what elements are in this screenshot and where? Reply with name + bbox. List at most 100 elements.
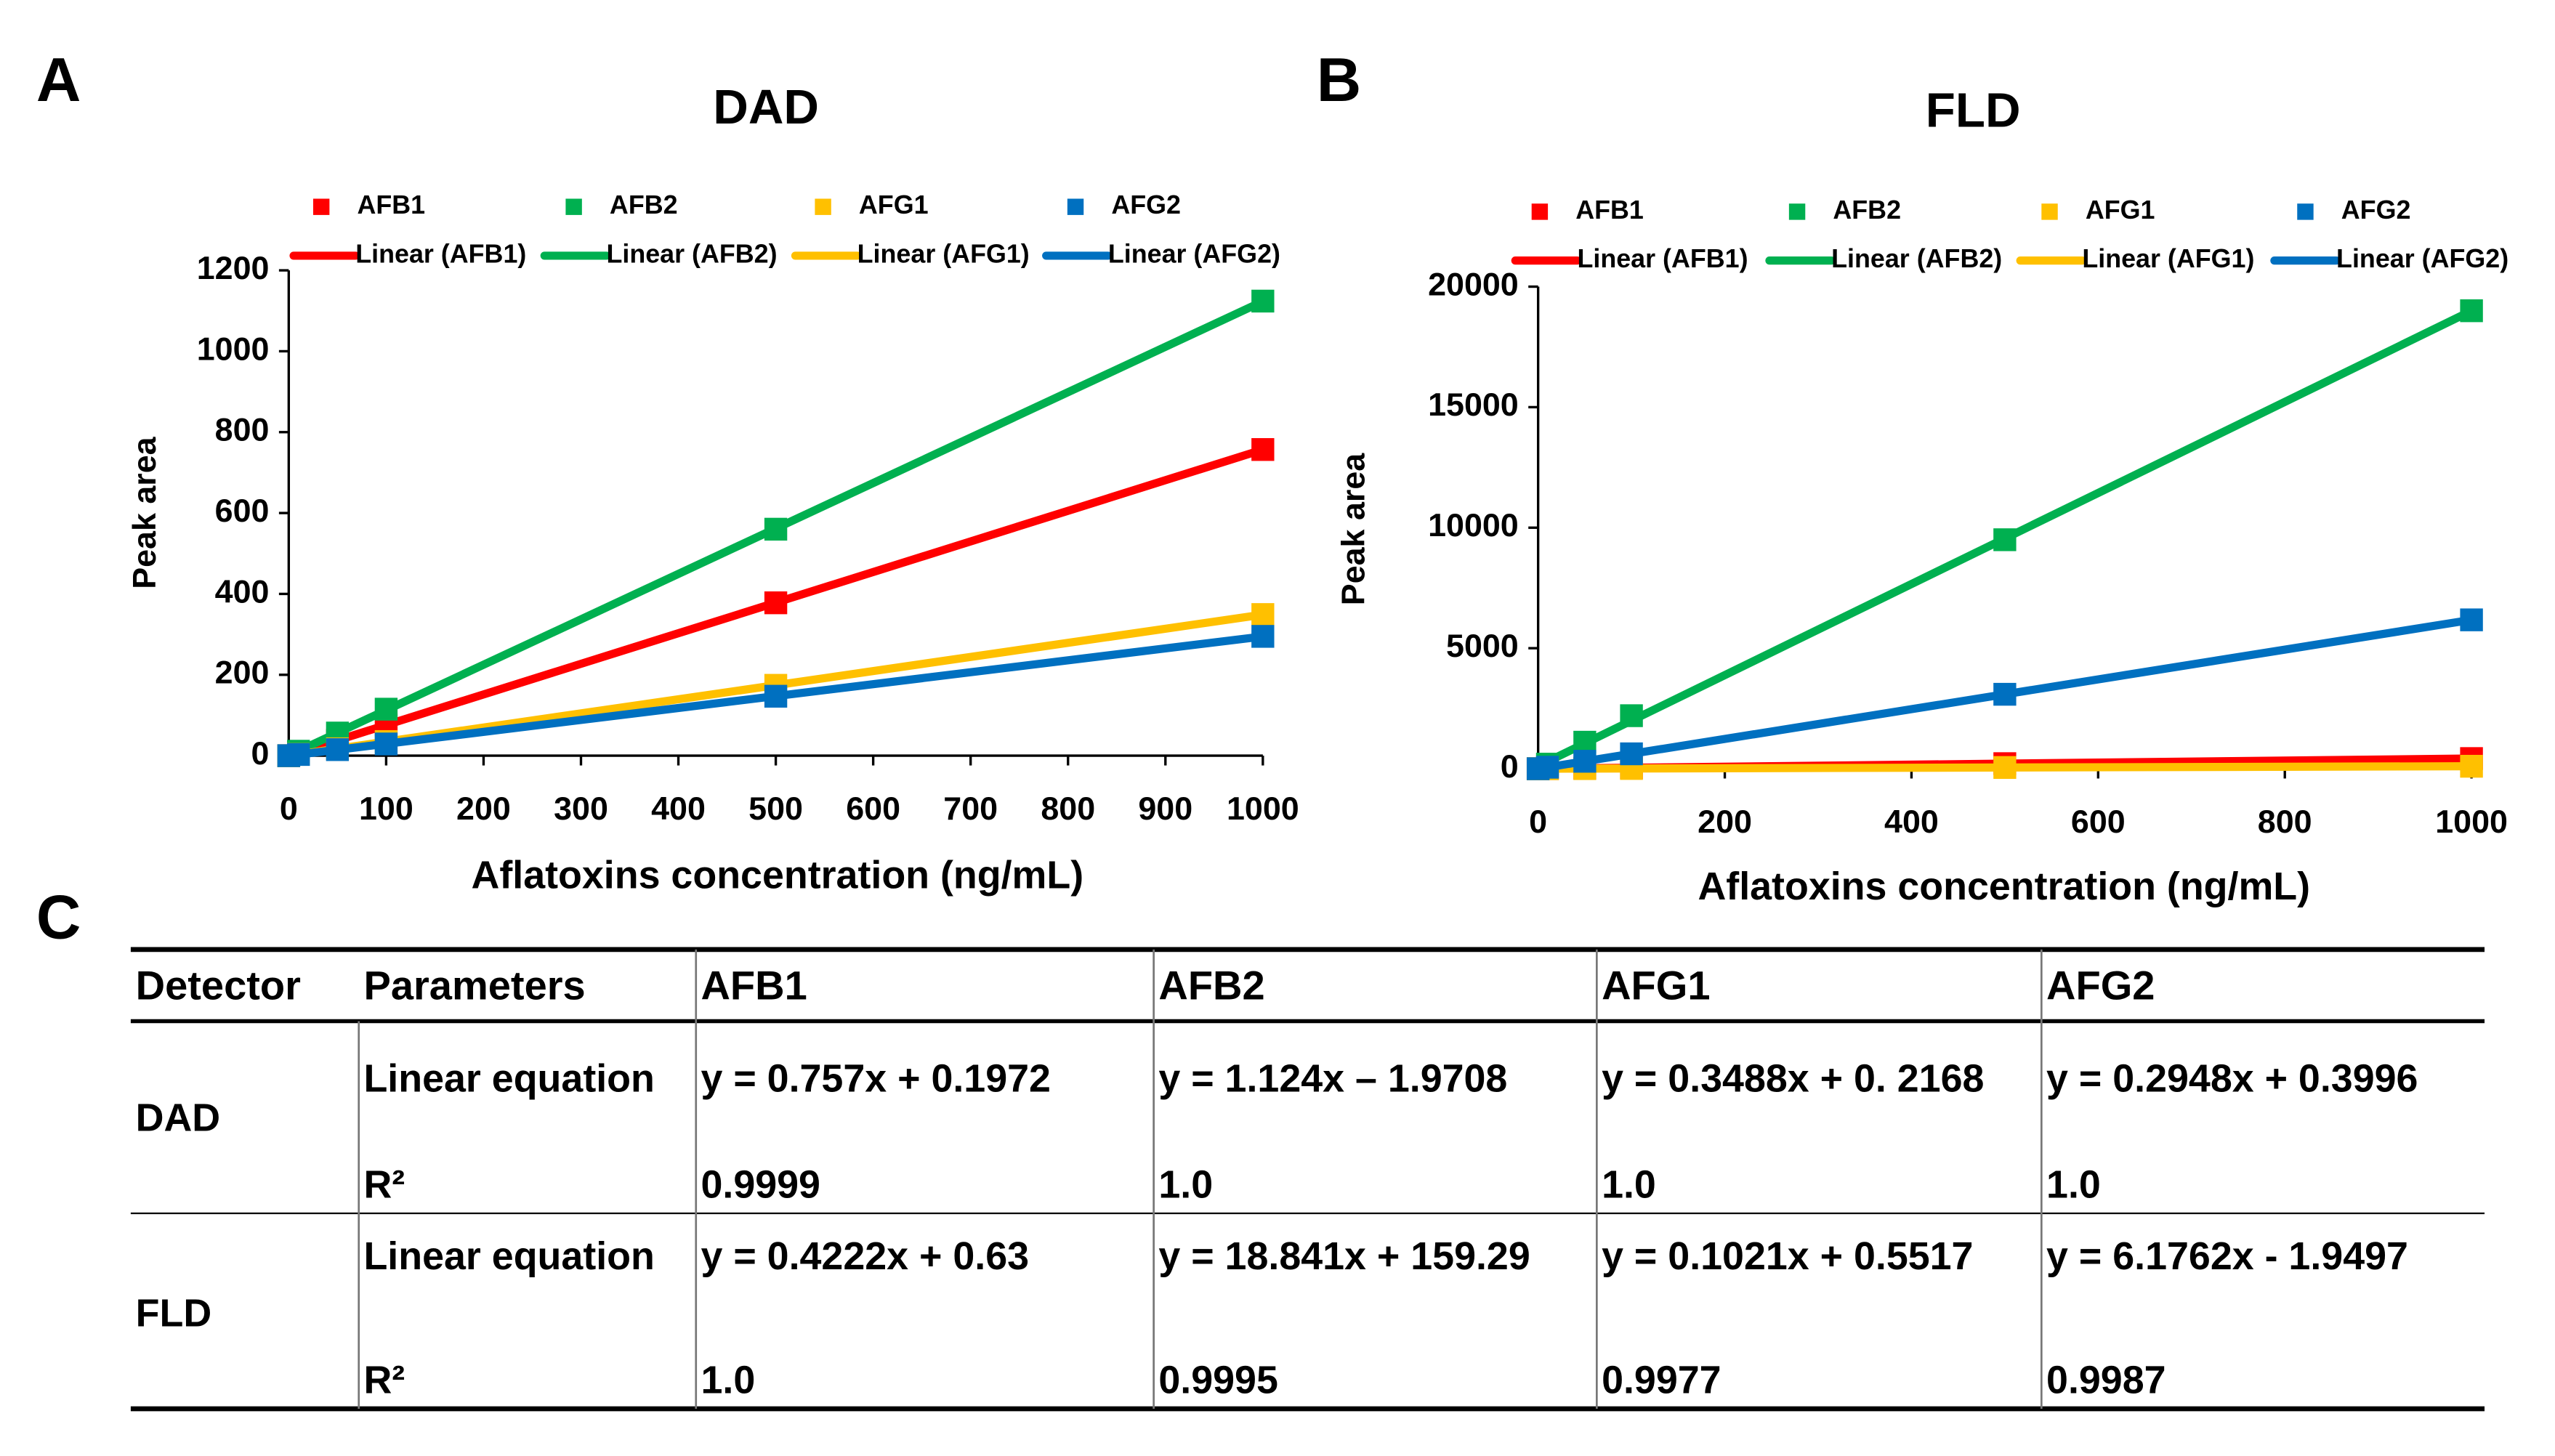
- legend-label: AFB2: [610, 190, 678, 219]
- marker: [374, 732, 398, 756]
- legend-label: Linear (AFG1): [857, 239, 1030, 268]
- table-header: AFB1: [701, 962, 807, 1008]
- table-cell: y = 1.124x – 1.9708: [1158, 1057, 1507, 1101]
- x-tick-label: 500: [748, 790, 803, 827]
- chart-title: DAD: [713, 80, 819, 134]
- table-header: Detector: [136, 962, 301, 1008]
- marker: [1993, 528, 2017, 551]
- table-cell: R²: [363, 1162, 405, 1206]
- x-axis-title: Aflatoxins concentration (ng/mL): [472, 853, 1084, 897]
- x-tick-label: 600: [2071, 803, 2126, 840]
- legend-marker: [815, 198, 831, 215]
- marker: [764, 591, 788, 615]
- legend-label: Linear (AFB1): [355, 239, 526, 268]
- legend-label: AFG2: [2341, 195, 2411, 225]
- y-axis-title: Peak area: [1334, 453, 1371, 605]
- legend-label: Linear (AFG1): [2082, 244, 2254, 273]
- marker: [1620, 742, 1643, 766]
- y-tick-label: 200: [215, 654, 270, 691]
- legend-label: AFG1: [859, 190, 929, 219]
- table-cell: 1.0: [2046, 1162, 2101, 1206]
- x-tick-label: 0: [280, 790, 298, 827]
- x-tick-label: 400: [651, 790, 706, 827]
- legend-marker: [565, 198, 582, 215]
- legend-marker: [2041, 203, 2058, 220]
- y-tick-label: 10000: [1428, 506, 1519, 543]
- y-tick-label: 1000: [197, 330, 270, 367]
- table-cell: y = 0.757x + 0.1972: [701, 1057, 1050, 1101]
- marker: [764, 684, 788, 708]
- legend-label: Linear (AFG2): [1108, 239, 1280, 268]
- x-tick-label: 800: [2258, 803, 2312, 840]
- legend-label: AFG1: [2086, 195, 2155, 225]
- legend-label: Linear (AFG2): [2336, 244, 2508, 273]
- marker: [1251, 625, 1275, 648]
- x-tick-label: 800: [1041, 790, 1095, 827]
- table-header: Parameters: [363, 962, 585, 1008]
- legend-label: Linear (AFB2): [606, 239, 777, 268]
- legend-label: Linear (AFB2): [1831, 244, 2002, 273]
- panel-label: C: [36, 883, 81, 952]
- legend-label: AFG2: [1111, 190, 1181, 219]
- x-tick-label: 200: [456, 790, 511, 827]
- legend-marker: [2297, 203, 2314, 220]
- y-tick-label: 1200: [197, 249, 270, 286]
- x-axis-title: Aflatoxins concentration (ng/mL): [1698, 865, 2310, 908]
- table-cell: 0.9987: [2046, 1358, 2166, 1402]
- y-tick-label: 20000: [1428, 265, 1519, 302]
- table-cell: 1.0: [701, 1358, 755, 1402]
- y-tick-label: 0: [251, 735, 270, 772]
- table-cell: y = 0.4222x + 0.63: [701, 1234, 1029, 1278]
- x-tick-label: 600: [846, 790, 900, 827]
- marker: [1251, 603, 1275, 626]
- table-cell: y = 0.3488x + 0. 2168: [1602, 1057, 1984, 1101]
- x-tick-label: 700: [943, 790, 998, 827]
- table-cell: 0.9999: [701, 1162, 820, 1206]
- panel-label: B: [1317, 46, 1362, 115]
- x-tick-label: 1000: [1227, 790, 1299, 827]
- legend-marker: [1531, 203, 1549, 220]
- marker: [1535, 756, 1559, 779]
- marker: [1993, 682, 2017, 706]
- table-cell: y = 0.2948x + 0.3996: [2046, 1057, 2418, 1101]
- x-tick-label: 100: [359, 790, 413, 827]
- y-tick-label: 600: [215, 492, 270, 529]
- panel-label: A: [36, 46, 81, 115]
- table-cell: 1.0: [1602, 1162, 1656, 1206]
- table-cell: 0.9995: [1158, 1358, 1278, 1402]
- marker: [1620, 704, 1643, 727]
- table-cell: y = 6.1762x - 1.9497: [2046, 1234, 2408, 1278]
- table-cell: Linear equation: [363, 1234, 654, 1278]
- legend-label: AFB1: [357, 190, 425, 219]
- table-detector: DAD: [136, 1096, 221, 1139]
- legend-label: AFB2: [1833, 195, 1901, 225]
- x-tick-label: 0: [1529, 803, 1547, 840]
- table-cell: 0.9977: [1602, 1358, 1722, 1402]
- table-header: AFB2: [1158, 962, 1264, 1008]
- marker: [326, 738, 350, 761]
- y-tick-label: 800: [215, 411, 270, 448]
- y-tick-label: 5000: [1446, 627, 1519, 664]
- marker: [1251, 438, 1275, 461]
- legend-label: AFB1: [1575, 195, 1644, 225]
- x-tick-label: 400: [1884, 803, 1939, 840]
- x-tick-label: 300: [554, 790, 608, 827]
- marker: [1993, 756, 2017, 780]
- y-tick-label: 15000: [1428, 386, 1519, 423]
- legend-marker: [312, 198, 330, 215]
- table-detector: FLD: [136, 1291, 212, 1335]
- marker: [2460, 299, 2483, 323]
- legend-marker: [1788, 203, 1806, 220]
- marker: [374, 697, 398, 721]
- legend-marker: [1067, 198, 1084, 215]
- table-cell: y = 18.841x + 159.29: [1158, 1234, 1530, 1278]
- y-axis-title: Peak area: [126, 436, 163, 589]
- table-cell: Linear equation: [363, 1057, 654, 1101]
- marker: [2460, 754, 2483, 778]
- marker: [764, 517, 788, 541]
- legend-label: Linear (AFB1): [1577, 244, 1748, 273]
- x-tick-label: 900: [1138, 790, 1192, 827]
- y-tick-label: 400: [215, 573, 270, 610]
